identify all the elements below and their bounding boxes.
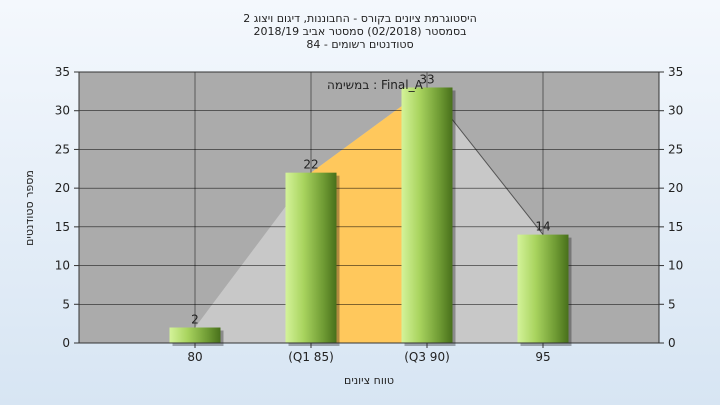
y-tick-label: 5 <box>62 297 70 311</box>
y-tick-label: 25 <box>55 142 70 156</box>
y-tick-label-right: 5 <box>668 297 676 311</box>
interquartile-area <box>311 87 427 343</box>
y-tick-label: 30 <box>55 104 70 118</box>
data-label: 2 <box>191 313 199 327</box>
x-tick-label: 80 <box>187 350 202 364</box>
chart-title-line-1: היסטוגרמת ציונים בקורס - החבוננות, דיגום… <box>243 12 477 25</box>
x-tick-label: 95 <box>535 350 550 364</box>
x-axis-title: טווח ציונים <box>344 374 394 387</box>
chart-title-line-3: סטודנטים רשומים - 84 <box>306 38 414 51</box>
y-tick-label: 35 <box>55 65 70 79</box>
data-label: 33 <box>419 72 434 86</box>
y-tick-label-right: 0 <box>668 336 676 350</box>
x-tick-label: (Q1 85) <box>288 350 334 364</box>
y-tick-label-right: 30 <box>668 104 683 118</box>
x-tick-label: (Q3 90) <box>404 350 450 364</box>
plot-border <box>78 71 660 344</box>
y-tick-label-right: 20 <box>668 181 683 195</box>
bar[interactable] <box>517 234 569 343</box>
y-tick-label: 20 <box>55 181 70 195</box>
bar[interactable] <box>285 172 337 343</box>
y-tick-label-right: 15 <box>668 220 683 234</box>
data-label: 22 <box>303 158 318 172</box>
bar[interactable] <box>169 327 221 343</box>
data-label: 14 <box>535 220 550 234</box>
y-tick-label: 15 <box>55 220 70 234</box>
y-tick-label-right: 10 <box>668 259 683 273</box>
y-axis-title: מספר סטודנטים <box>23 170 36 246</box>
series-annotation: במשימה : Final_A <box>327 78 424 92</box>
y-tick-label: 10 <box>55 259 70 273</box>
y-tick-label-right: 35 <box>668 65 683 79</box>
chart-title-line-2: בסמסטר (02/2018) סמסטר אביב 2018/19 <box>253 25 467 38</box>
bar[interactable] <box>401 87 453 343</box>
y-tick-label: 0 <box>62 336 70 350</box>
y-tick-label-right: 25 <box>668 142 683 156</box>
